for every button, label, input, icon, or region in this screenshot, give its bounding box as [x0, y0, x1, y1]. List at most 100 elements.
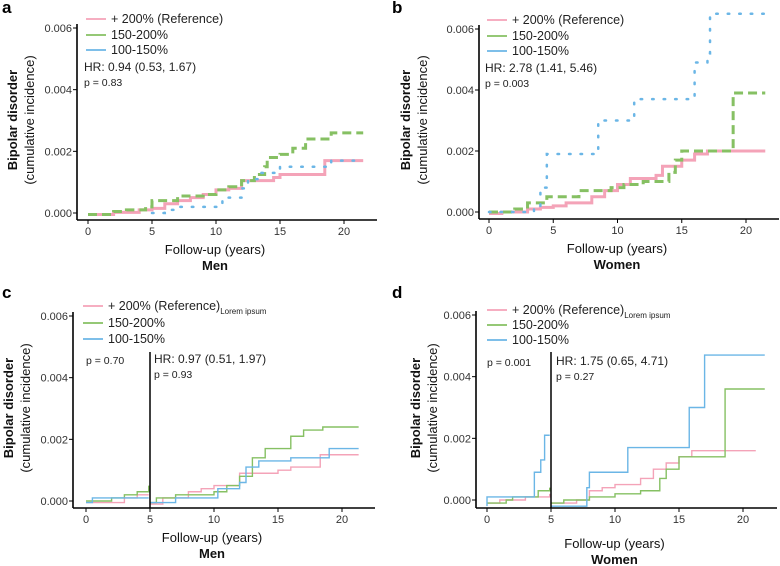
- p-value: p = 0.93: [154, 369, 192, 381]
- legend-label: + 200% (Reference): [512, 13, 624, 27]
- x-tick-label: 20: [740, 225, 752, 237]
- y-tick-label: 0.000: [44, 208, 72, 220]
- legend-label: 150-200%: [512, 318, 569, 332]
- series-line-reference: [150, 454, 359, 505]
- y-tick-label: 0.000: [443, 495, 471, 507]
- y-axis-label: Bipolar disorder: [5, 70, 20, 170]
- x-axis-label: Follow-up (years): [567, 241, 667, 256]
- series-line-mid: [150, 426, 359, 504]
- x-axis-label: Follow-up (years): [564, 536, 664, 551]
- x-tick-label: 10: [611, 225, 623, 237]
- series-line-mid: [86, 485, 150, 502]
- x-tick-label: 15: [673, 514, 685, 526]
- series-line-reference: [88, 159, 364, 217]
- legend-label-text: + 200% (Reference): [108, 299, 220, 313]
- panel-letter: c: [2, 283, 11, 302]
- series-line-low: [86, 497, 149, 504]
- x-tick-label: 15: [272, 514, 284, 526]
- hazard-ratio: HR: 0.94 (0.53, 1.67): [84, 60, 196, 74]
- p-value: p = 0.27: [556, 371, 594, 383]
- x-tick-label: 0: [83, 514, 89, 526]
- y-tick-label: 0.000: [446, 207, 474, 219]
- panel-subtitle: Women: [591, 552, 638, 566]
- legend-label-text: 100-150%: [111, 43, 168, 57]
- legend-label-text: + 200% (Reference): [512, 13, 624, 27]
- x-tick-label: 15: [274, 226, 286, 238]
- y-tick-label: 0.002: [446, 146, 474, 158]
- x-tick-label: 0: [486, 225, 492, 237]
- legend-label: 100-150%: [512, 333, 569, 347]
- series-line-mid: [551, 388, 765, 504]
- y-tick-label: 0.000: [40, 496, 68, 508]
- y-axis-label: Bipolar disorder: [1, 358, 16, 458]
- x-tick-label: 10: [609, 514, 621, 526]
- x-tick-label: 10: [210, 226, 222, 238]
- y-tick-label: 0.004: [443, 372, 471, 384]
- y-axis-label-secondary: (cumulative incidence): [18, 343, 33, 472]
- panel-subtitle: Men: [199, 546, 225, 561]
- legend-label-text: 100-150%: [512, 44, 569, 58]
- legend-label: + 200% (Reference)Lorem ipsum: [512, 303, 671, 320]
- x-tick-label: 0: [85, 226, 91, 238]
- legend-suffix: Lorem ipsum: [624, 311, 671, 320]
- legend-label-text: 150-200%: [512, 318, 569, 332]
- y-axis-label-secondary: (cumulative incidence): [425, 343, 440, 472]
- series-line-reference: [487, 493, 551, 504]
- y-tick-label: 0.006: [44, 23, 72, 35]
- series-line-low: [487, 12, 767, 214]
- legend-label: 150-200%: [108, 316, 165, 330]
- legend-label-text: 100-150%: [512, 333, 569, 347]
- series-line-reference: [551, 449, 756, 504]
- y-tick-label: 0.006: [443, 310, 471, 322]
- p-value: p = 0.83: [84, 77, 122, 89]
- x-tick-label: 0: [484, 514, 490, 526]
- y-tick-label: 0.004: [44, 85, 72, 97]
- y-tick-label: 0.004: [446, 85, 474, 97]
- legend-label-text: 150-200%: [512, 29, 569, 43]
- legend-suffix: Lorem ipsum: [220, 307, 267, 316]
- panel-subtitle: Men: [202, 258, 228, 273]
- legend-label: + 200% (Reference): [111, 12, 223, 26]
- panel-b: b 0.000 0.002 0.004 0.006 0 5 10 15 20 Follow-up (…: [392, 0, 779, 272]
- p-value-early: p = 0.70: [86, 355, 124, 367]
- legend-label-text: 100-150%: [108, 332, 165, 346]
- series-line-low: [150, 159, 365, 215]
- panel-subtitle: Women: [594, 257, 641, 272]
- x-tick-label: 20: [336, 514, 348, 526]
- series-line-low: [150, 447, 359, 504]
- x-tick-label: 15: [676, 225, 688, 237]
- x-axis-label: Follow-up (years): [165, 242, 265, 257]
- series-line-low: [486, 434, 550, 507]
- panel-d: d 0.000 0.002 0.004 0.006 0 5 10 15 20 Follow-up (…: [392, 283, 777, 566]
- y-tick-label: 0.002: [44, 146, 72, 158]
- panel-c: c 0.000 0.002 0.004 0.006 0 5 10 15 20 Follow-up (…: [1, 283, 375, 561]
- x-tick-label: 5: [147, 514, 153, 526]
- x-tick-label: 20: [338, 226, 350, 238]
- y-tick-label: 0.002: [40, 434, 68, 446]
- legend-label: 150-200%: [111, 28, 168, 42]
- x-tick-label: 10: [208, 514, 220, 526]
- x-tick-label: 5: [550, 225, 556, 237]
- y-tick-label: 0.006: [446, 24, 474, 36]
- y-axis-label: Bipolar disorder: [408, 358, 423, 458]
- x-tick-label: 20: [737, 514, 749, 526]
- p-value-early: p = 0.001: [487, 357, 531, 369]
- x-axis-label: Follow-up (years): [162, 530, 262, 545]
- hazard-ratio: HR: 0.97 (0.51, 1.97): [154, 352, 266, 366]
- p-value: p = 0.003: [485, 78, 529, 90]
- y-tick-label: 0.004: [40, 373, 68, 385]
- series-line-mid: [489, 91, 766, 214]
- y-axis-label-secondary: (cumulative incidence): [22, 55, 37, 184]
- x-tick-label: 5: [149, 226, 155, 238]
- legend-label-text: 150-200%: [108, 316, 165, 330]
- y-axis-label: Bipolar disorder: [398, 70, 413, 170]
- hazard-ratio: HR: 2.78 (1.41, 5.46): [485, 61, 597, 75]
- legend-label: + 200% (Reference)Lorem ipsum: [108, 299, 267, 316]
- x-tick-label: 5: [548, 514, 554, 526]
- legend-label: 100-150%: [108, 332, 165, 346]
- legend-label: 150-200%: [512, 29, 569, 43]
- series-line-low: [551, 354, 765, 507]
- panel-letter: b: [392, 0, 402, 17]
